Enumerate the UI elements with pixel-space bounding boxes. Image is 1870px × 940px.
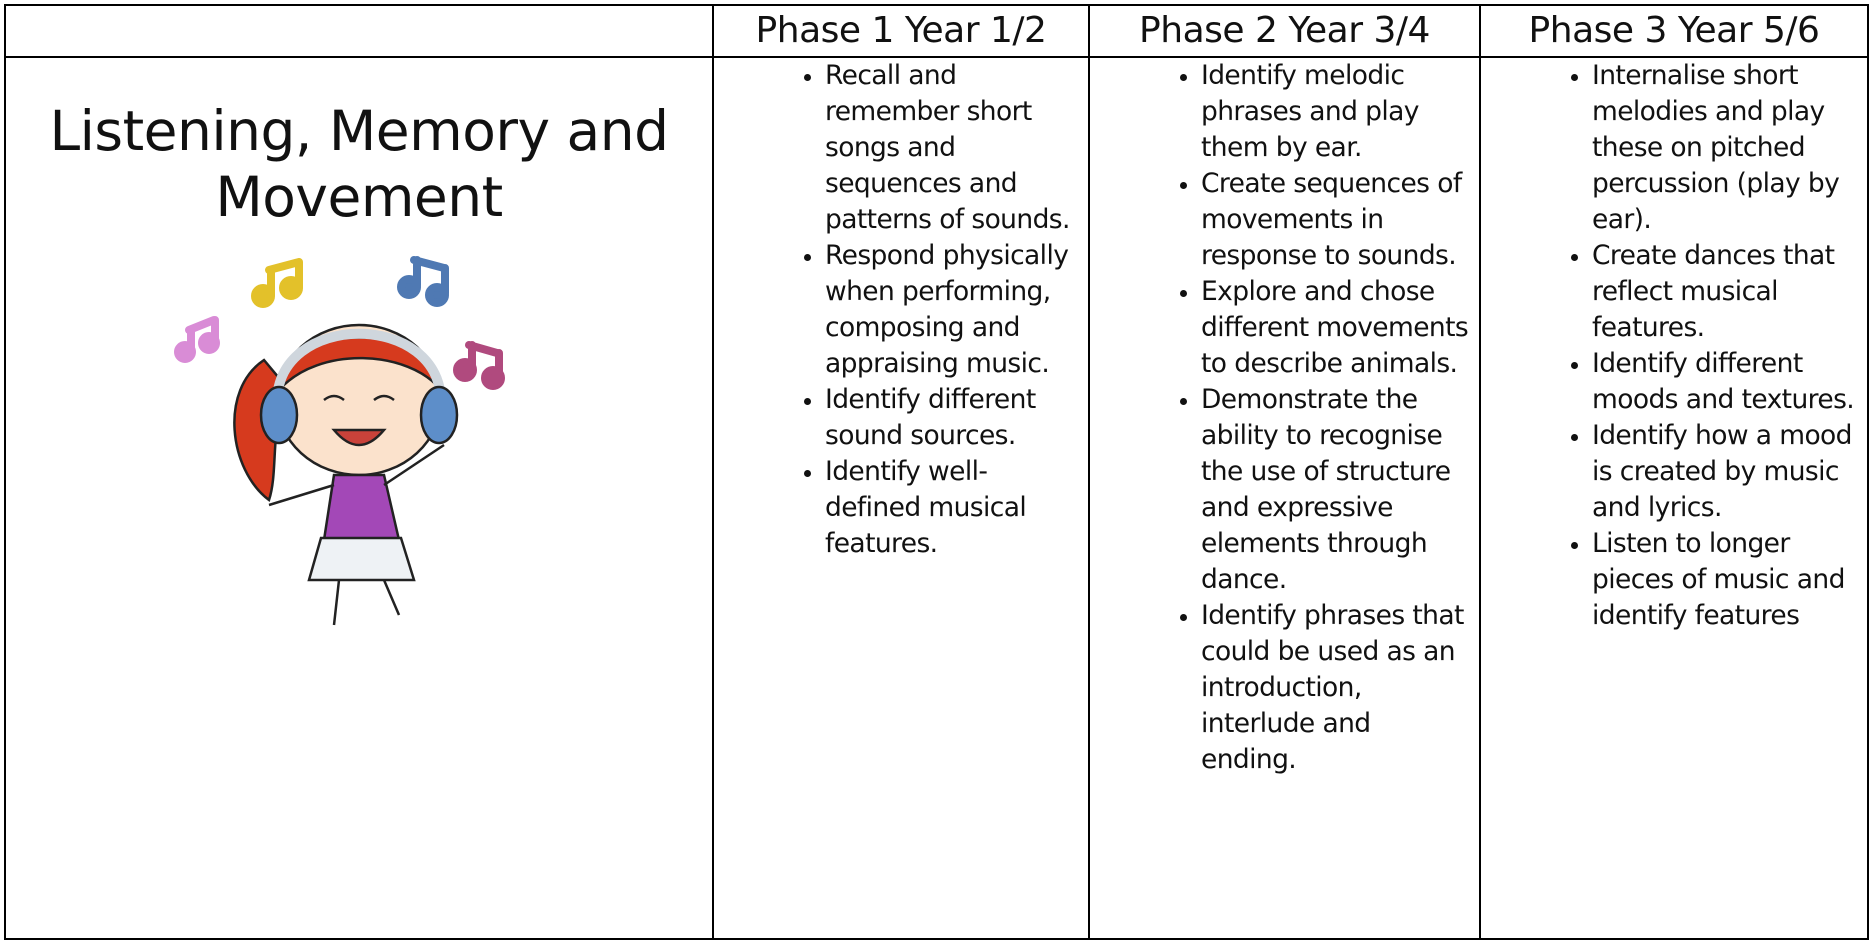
music-notes [174, 256, 505, 390]
girl [233, 323, 459, 626]
bullet-item: Identify phrases that could be used as a… [1201, 598, 1473, 778]
bullet-item: Identify well-defined musical features. [825, 454, 1082, 562]
bullet-item: Create dances that reflect musical featu… [1592, 238, 1861, 346]
bullet-item: Explore and chose different movements to… [1201, 274, 1473, 382]
phase-cell: Internalise short melodies and play thes… [1479, 56, 1869, 940]
body-row: Listening, Memory and Movement [4, 56, 1869, 940]
bullet-item: Listen to longer pieces of music and ide… [1592, 526, 1861, 634]
phase-cell: Recall and remember short songs and sequ… [712, 56, 1090, 940]
bullet-list: Recall and remember short songs and sequ… [714, 58, 1088, 562]
curriculum-table: Phase 1 Year 1/2 Phase 2 Year 3/4 Phase … [4, 4, 1869, 940]
bullet-item: Internalise short melodies and play thes… [1592, 58, 1861, 238]
bullet-item: Respond physically when performing, comp… [825, 238, 1082, 382]
topic-title: Listening, Memory and Movement [49, 99, 670, 229]
bullet-item: Identify different moods and textures. [1592, 346, 1861, 418]
header-cell: Phase 2 Year 3/4 [1088, 4, 1481, 58]
bullet-list: Identify melodic phrases and play them b… [1090, 58, 1479, 778]
bullet-item: Identify melodic phrases and play them b… [1201, 58, 1473, 166]
illustration [174, 256, 505, 626]
phase-cell: Identify melodic phrases and play them b… [1088, 56, 1481, 940]
bullet-item: Recall and remember short songs and sequ… [825, 58, 1082, 238]
header-row: Phase 1 Year 1/2 Phase 2 Year 3/4 Phase … [4, 4, 1869, 58]
bullet-item: Identify how a mood is created by music … [1592, 418, 1861, 526]
bullet-item: Demonstrate the ability to recognise the… [1201, 382, 1473, 598]
header-cell: Phase 3 Year 5/6 [1479, 4, 1869, 58]
bullet-item: Create sequences of movements in respons… [1201, 166, 1473, 274]
topic-cell: Listening, Memory and Movement [4, 56, 714, 940]
header-cell: Phase 1 Year 1/2 [712, 4, 1090, 58]
bullet-list: Internalise short melodies and play thes… [1481, 58, 1867, 634]
header-empty [4, 4, 714, 58]
bullet-item: Identify different sound sources. [825, 382, 1082, 454]
